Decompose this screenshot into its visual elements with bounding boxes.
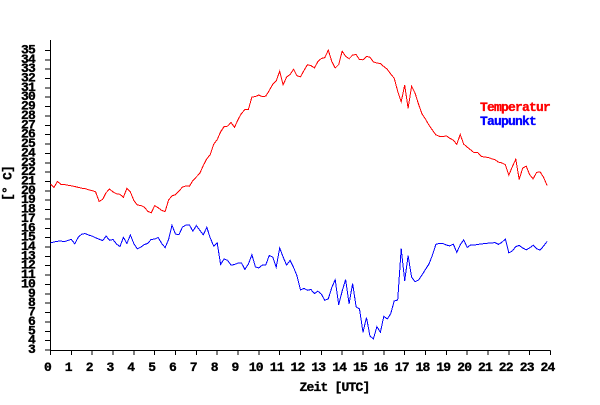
svg-text:31: 31 xyxy=(21,80,36,95)
svg-text:1: 1 xyxy=(65,360,73,375)
svg-text:5: 5 xyxy=(148,360,156,375)
svg-text:8: 8 xyxy=(211,360,219,375)
svg-text:21: 21 xyxy=(21,174,36,189)
svg-text:34: 34 xyxy=(21,52,36,67)
svg-text:25: 25 xyxy=(21,136,36,151)
svg-text:9: 9 xyxy=(231,360,239,375)
svg-text:12: 12 xyxy=(290,360,305,375)
svg-text:19: 19 xyxy=(436,360,451,375)
svg-text:3: 3 xyxy=(106,360,114,375)
svg-text:15: 15 xyxy=(353,360,368,375)
svg-text:30: 30 xyxy=(21,89,36,104)
svg-text:12: 12 xyxy=(21,258,36,273)
svg-text:22: 22 xyxy=(21,164,36,179)
svg-text:20: 20 xyxy=(457,360,472,375)
svg-text:17: 17 xyxy=(395,360,409,375)
svg-text:13: 13 xyxy=(311,360,326,375)
svg-text:28: 28 xyxy=(21,108,36,123)
svg-text:[° C]: [° C] xyxy=(1,166,16,201)
svg-text:10: 10 xyxy=(21,277,36,292)
svg-text:11: 11 xyxy=(270,360,285,375)
svg-text:14: 14 xyxy=(21,239,36,254)
svg-text:14: 14 xyxy=(332,360,347,375)
svg-text:4: 4 xyxy=(28,333,36,348)
svg-text:Taupunkt: Taupunkt xyxy=(480,114,536,129)
svg-text:3: 3 xyxy=(28,342,36,357)
svg-text:23: 23 xyxy=(520,360,535,375)
svg-text:26: 26 xyxy=(21,127,36,142)
svg-text:32: 32 xyxy=(21,71,36,86)
svg-text:10: 10 xyxy=(249,360,264,375)
svg-text:23: 23 xyxy=(21,155,36,170)
svg-text:29: 29 xyxy=(21,99,36,114)
svg-text:5: 5 xyxy=(28,323,36,338)
svg-text:16: 16 xyxy=(21,220,36,235)
svg-text:0: 0 xyxy=(44,360,52,375)
svg-text:22: 22 xyxy=(499,360,514,375)
svg-text:24: 24 xyxy=(21,145,36,160)
svg-text:17: 17 xyxy=(21,211,35,226)
svg-text:13: 13 xyxy=(21,248,36,263)
svg-text:21: 21 xyxy=(478,360,493,375)
svg-text:16: 16 xyxy=(374,360,389,375)
svg-text:Temperatur: Temperatur xyxy=(480,100,550,115)
svg-text:20: 20 xyxy=(21,183,36,198)
svg-text:2: 2 xyxy=(86,360,94,375)
svg-text:4: 4 xyxy=(127,360,135,375)
svg-text:Zeit [UTC]: Zeit [UTC] xyxy=(300,380,370,395)
svg-text:7: 7 xyxy=(190,360,197,375)
svg-text:8: 8 xyxy=(28,295,36,310)
svg-text:18: 18 xyxy=(415,360,430,375)
svg-text:6: 6 xyxy=(169,360,177,375)
svg-text:15: 15 xyxy=(21,230,36,245)
svg-text:27: 27 xyxy=(21,117,35,132)
svg-text:6: 6 xyxy=(28,314,36,329)
svg-text:7: 7 xyxy=(28,305,35,320)
svg-text:24: 24 xyxy=(540,360,555,375)
svg-text:33: 33 xyxy=(21,61,36,76)
svg-text:9: 9 xyxy=(28,286,36,301)
svg-text:19: 19 xyxy=(21,192,36,207)
svg-text:11: 11 xyxy=(21,267,36,282)
svg-text:35: 35 xyxy=(21,42,36,57)
svg-text:18: 18 xyxy=(21,202,36,217)
